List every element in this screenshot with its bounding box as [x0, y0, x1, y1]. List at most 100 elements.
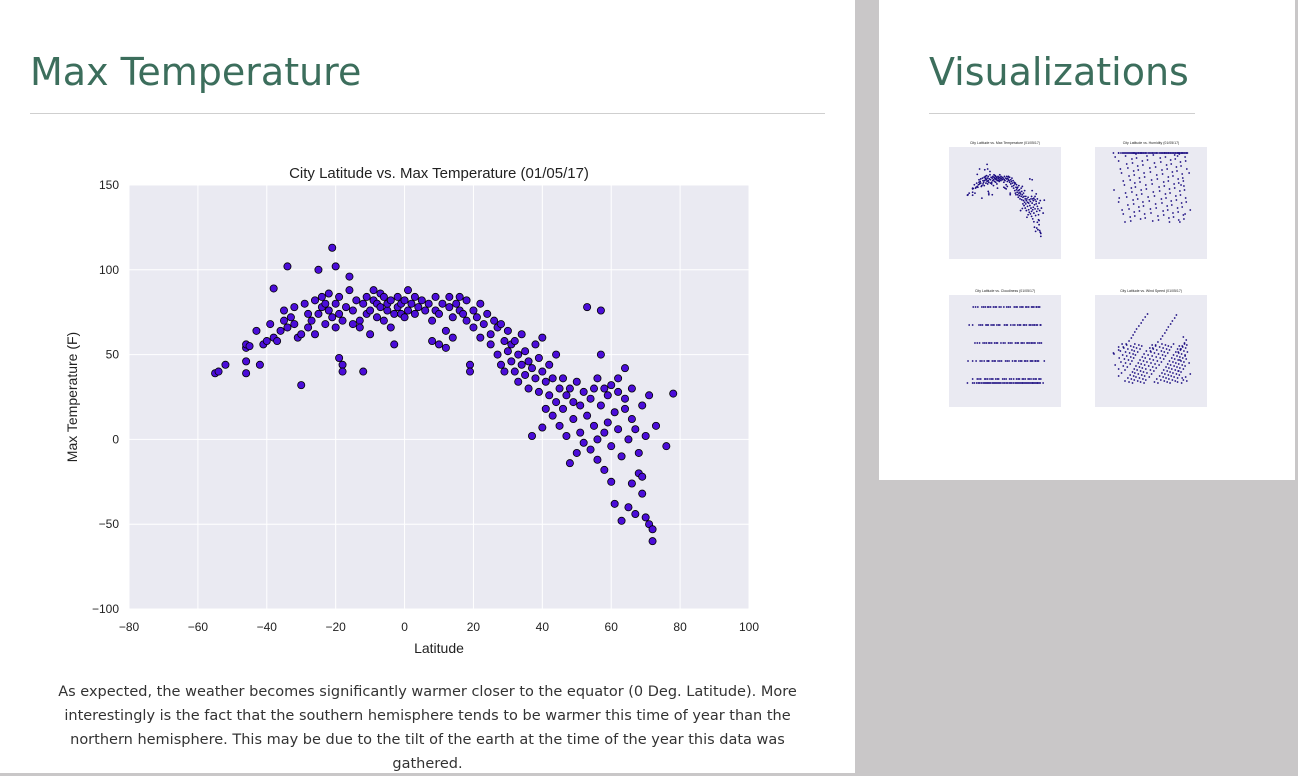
thumbnail-point: [1024, 195, 1027, 198]
thumbnail-point: [1011, 182, 1014, 185]
thumbnail-point: [980, 184, 983, 187]
thumbnail-point: [1139, 370, 1142, 372]
thumbnail-point: [1132, 199, 1134, 201]
thumbnail-point: [1178, 374, 1181, 376]
data-point: [538, 367, 547, 376]
thumbnail-point: [1142, 319, 1144, 321]
x-tick-label: 20: [467, 620, 481, 634]
data-point: [534, 387, 543, 396]
thumbnail-point: [1148, 358, 1151, 360]
thumbnail-point: [1039, 232, 1042, 235]
data-point: [600, 428, 609, 437]
thumbnail-point: [1162, 358, 1165, 360]
thumbnail-point: [1155, 367, 1158, 369]
data-point: [614, 387, 623, 396]
data-point: [345, 272, 354, 281]
thumbnail-point: [1173, 376, 1176, 378]
thumbnail-point: [1179, 194, 1182, 196]
thumbnail-point: [980, 360, 983, 362]
thumbnail-point: [1157, 152, 1159, 154]
thumbnail-point: [1170, 204, 1173, 206]
data-point: [583, 303, 592, 312]
thumbnail-point: [1172, 216, 1175, 218]
thumbnail-point: [994, 181, 997, 184]
thumbnail-point: [1147, 196, 1150, 198]
thumbnail-point: [1129, 363, 1132, 365]
thumbnail-point: [1149, 208, 1152, 210]
thumbnail-point: [1017, 342, 1020, 344]
thumbnail-point: [1174, 369, 1177, 371]
thumbnail-point: [1156, 178, 1159, 180]
thumbnail-point: [1023, 342, 1025, 344]
thumbnail-point: [966, 382, 969, 384]
thumbnail-point: [974, 306, 977, 308]
thumbnail-point: [1176, 366, 1178, 368]
thumbnail-point: [1176, 155, 1179, 157]
data-point: [586, 394, 595, 403]
data-point: [531, 374, 540, 383]
thumbnail-point: [1122, 347, 1125, 349]
thumbnail-point: [1023, 324, 1026, 326]
thumbnail-point: [1144, 379, 1147, 381]
y-tick-label: 50: [106, 348, 120, 362]
thumbnail-point: [1143, 364, 1146, 366]
plot-area: [129, 185, 749, 609]
thumbnail-max-temperature[interactable]: City Latitude vs. Max Temperature (01/05…: [931, 135, 1069, 279]
thumbnail-point: [971, 382, 974, 384]
thumbnail-point: [985, 378, 987, 380]
thumbnail-point: [1170, 357, 1173, 359]
thumbnail-point: [976, 378, 979, 380]
data-point: [448, 333, 457, 342]
thumbnail-point: [1159, 338, 1162, 340]
thumbnail-point: [1131, 191, 1133, 193]
data-point: [510, 337, 519, 346]
thumbnail-point: [1184, 156, 1186, 158]
data-point: [372, 313, 381, 322]
thumbnail-point: [1027, 213, 1030, 216]
data-point: [242, 369, 251, 378]
thumbnail-point: [1030, 378, 1032, 380]
thumbnail-wind-speed[interactable]: City Latitude vs. Wind Speed (01/05/17): [1077, 283, 1215, 427]
thumbnail-point: [983, 342, 986, 344]
thumbnail-point: [986, 168, 989, 170]
data-point: [614, 374, 623, 383]
thumbnail-point: [1032, 306, 1035, 308]
thumbnail-point: [1162, 181, 1165, 183]
data-point: [514, 377, 523, 386]
thumbnail-point: [1020, 190, 1023, 193]
data-point: [410, 292, 419, 301]
thumbnail-humidity[interactable]: City Latitude vs. Humidity (01/05/17): [1077, 135, 1215, 279]
thumbnail-cloudiness[interactable]: City Latitude vs. Cloudiness (01/05/17): [931, 283, 1069, 427]
thumbnail-point: [1141, 367, 1144, 369]
thumbnail-point: [1165, 164, 1168, 166]
thumbnail-point: [987, 181, 990, 184]
thumbnail-point: [1028, 198, 1031, 201]
thumbnail-point: [1000, 179, 1002, 182]
data-point: [603, 418, 612, 427]
data-point: [558, 404, 567, 413]
thumbnail-point: [1180, 348, 1182, 350]
data-point: [621, 364, 630, 373]
thumbnail-point: [1155, 174, 1158, 176]
thumbnail-point: [1137, 344, 1140, 346]
thumbnail-point: [1147, 365, 1150, 367]
thumbnail-point: [1023, 204, 1025, 207]
thumbnail-point: [1165, 197, 1167, 199]
title-divider: [30, 113, 825, 114]
thumbnail-point: [1177, 363, 1180, 365]
thumbnail-point: [1143, 382, 1145, 384]
thumbnail-point: [1167, 176, 1170, 178]
data-point: [469, 323, 478, 332]
data-point: [455, 292, 464, 301]
thumbnail-point: [1138, 210, 1141, 212]
thumbnail-point: [1169, 364, 1172, 366]
data-point: [638, 401, 647, 410]
thumbnail-point: [1006, 324, 1009, 326]
thumbnail-grid: City Latitude vs. Max Temperature (01/05…: [931, 135, 1215, 427]
thumbnail-point: [979, 378, 982, 380]
thumbnail-point: [1150, 351, 1152, 353]
thumbnail-point: [1027, 306, 1030, 308]
thumbnail-point: [1136, 380, 1139, 382]
thumbnail-point: [1180, 382, 1183, 384]
data-point: [634, 448, 643, 457]
